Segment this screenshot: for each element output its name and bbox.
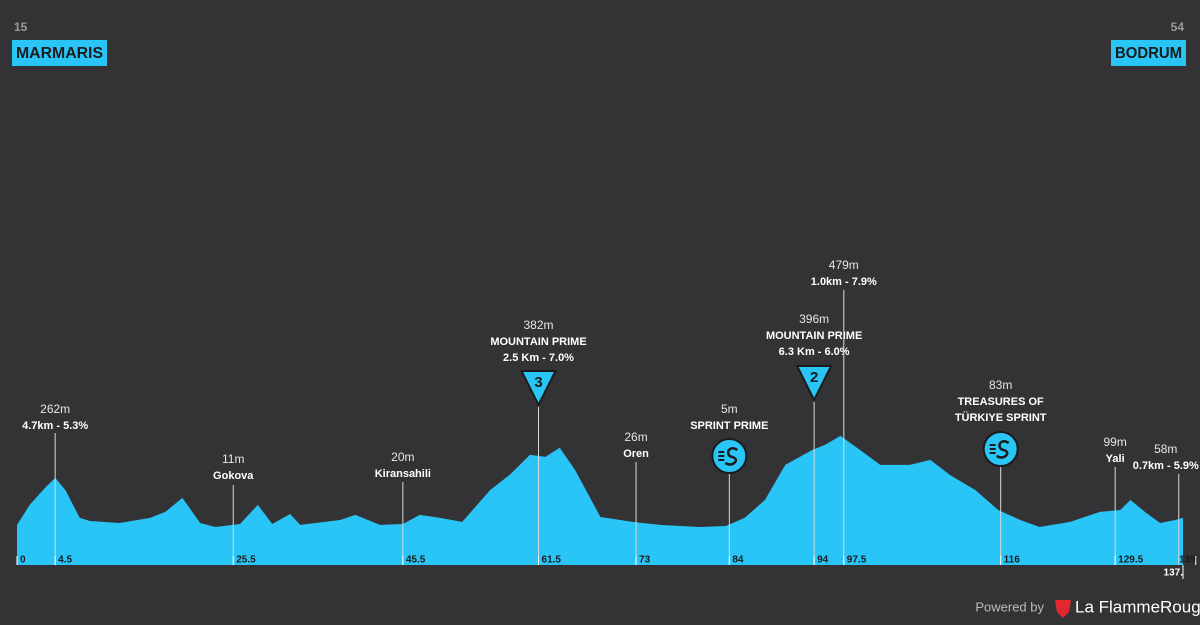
powered-by: Powered by [975, 599, 1044, 614]
elevation-label: 5m [721, 402, 738, 416]
elevation-label: 20m [391, 450, 414, 464]
marker-label: MOUNTAIN PRIME [766, 330, 862, 342]
mountain-category: 3 [534, 374, 542, 391]
finish-name: BODRUM [1115, 45, 1182, 62]
x-tick-label: 25.5 [236, 555, 256, 566]
elevation-label: 262m [40, 402, 70, 416]
x-tick-label: 129.5 [1118, 555, 1143, 566]
marker-label: 1.0km - 7.9% [811, 276, 877, 288]
elevation-label: 26m [624, 430, 647, 444]
mountain-badge [795, 365, 833, 403]
sprint-icon-s [996, 440, 1010, 459]
x-tick-label: 116 [1004, 555, 1021, 566]
elevation-label: 58m [1154, 442, 1177, 456]
elevation-label: 83m [989, 378, 1012, 392]
marker-label: SPRINT PRIME [690, 420, 768, 432]
marker-label: TREASURES OF [958, 396, 1044, 408]
elevation-label: 99m [1103, 435, 1126, 449]
marker-label: Yali [1106, 453, 1125, 465]
marker-label: 6.3 Km - 6.0% [779, 346, 850, 358]
x-tick-label: 84 [732, 555, 744, 566]
mountain-category: 2 [810, 369, 818, 386]
finish-box [1111, 40, 1186, 66]
marker-label: 2.5 Km - 7.0% [503, 352, 574, 364]
x-tick-label: 94 [817, 555, 829, 566]
start-number: 15 [14, 20, 28, 34]
sprint-icon-s [724, 447, 739, 466]
start-box [12, 40, 107, 66]
marker-label: 4.7km - 5.3% [22, 420, 88, 432]
start-name: MARMARIS [16, 45, 103, 62]
marker-label: TÜRKIYE SPRINT [955, 411, 1047, 424]
x-tick-label: 0 [20, 555, 26, 566]
x-tick-label: 139 [1179, 555, 1196, 566]
brand-logo [1055, 600, 1071, 618]
marker-label: MOUNTAIN PRIME [490, 336, 586, 348]
x-tick-label: 73 [639, 555, 651, 566]
elevation-label: 11m [222, 452, 244, 466]
x-tick-label: 97.5 [847, 555, 867, 566]
x-tick-label: 45.5 [406, 555, 426, 566]
brand-name: La FlammeRouge [1075, 597, 1200, 616]
x-tick-label: 61.5 [542, 555, 562, 566]
marker-label: Oren [623, 448, 649, 460]
mountain-badge [519, 370, 558, 408]
elevation-label: 382m [524, 318, 554, 332]
elevation-profile [17, 435, 1183, 565]
marker-label: Gokova [213, 470, 254, 482]
finish-number: 54 [1171, 20, 1185, 34]
elevation-label: 396m [799, 312, 829, 326]
elevation-label: 479m [829, 258, 859, 272]
marker-label: Kiransahili [375, 468, 431, 480]
x-tick-label: 4.5 [58, 555, 72, 566]
marker-label: 0.7km - 5.9% [1133, 460, 1199, 472]
x-tick-label: 137. [1164, 568, 1184, 579]
